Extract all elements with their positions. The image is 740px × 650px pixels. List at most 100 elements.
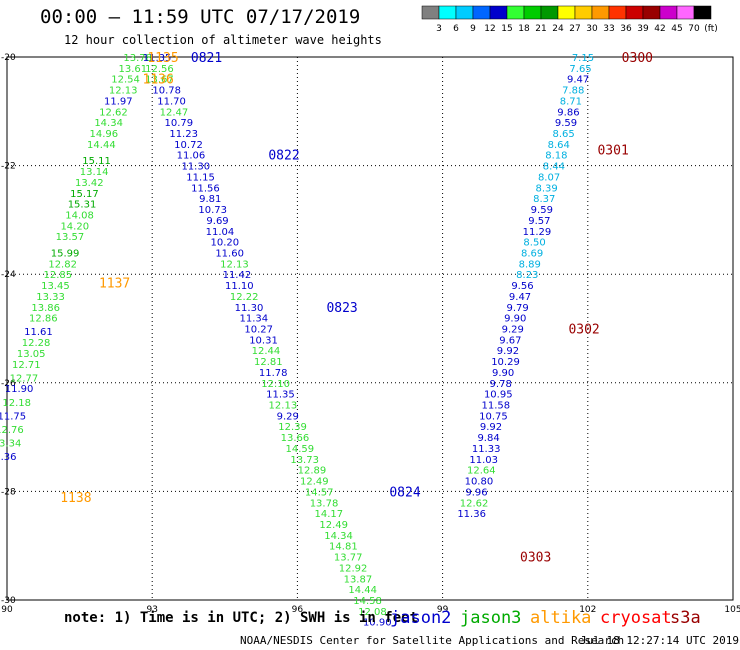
swh-value-label: 12.85 <box>43 270 72 281</box>
satellite-legend-item: s3a <box>670 608 701 628</box>
swh-value-label: 12.62 <box>99 107 128 118</box>
swh-value-label: 11.75 <box>0 411 26 422</box>
pass-time-label: 0823 <box>326 301 357 316</box>
swh-value-label: 11.60 <box>215 248 244 259</box>
pass-time-label: 0301 <box>597 143 628 158</box>
swh-value-label: 9.81 <box>199 194 221 205</box>
satellite-legend-item: cryosat <box>600 608 672 628</box>
x-tick-label: 96 <box>292 605 304 615</box>
swh-value-label: 12.81 <box>254 357 283 368</box>
swh-value-label: 9.79 <box>506 303 528 314</box>
swh-value-label: 8.89 <box>519 259 541 270</box>
y-tick-label: -26 <box>1 379 16 389</box>
color-scale-swatch <box>438 5 457 20</box>
swh-value-label: 9.86 <box>557 107 579 118</box>
color-scale-label: 27 <box>569 24 580 34</box>
color-scale-label: 33 <box>603 24 614 34</box>
color-scale-swatch <box>574 5 593 20</box>
swh-value-label: 9.57 <box>528 216 550 227</box>
swh-value-label: 8.71 <box>560 96 582 107</box>
color-scale-label: 18 <box>518 24 530 34</box>
color-scale-swatch <box>455 5 474 20</box>
pass-time-label: 1138 <box>60 491 91 506</box>
credit-text: NOAA/NESDIS Center for Satellite Applica… <box>240 634 625 647</box>
swh-value-label: 12.71 <box>12 360 41 371</box>
swh-value-label: 9.59 <box>555 118 577 129</box>
swh-value-label: 10.95 <box>484 390 513 401</box>
swh-value-label: 8.44 <box>543 162 565 173</box>
swh-value-label: 14.44 <box>87 140 116 151</box>
swh-value-label: 9.29 <box>277 411 299 422</box>
swh-value-label: 9.90 <box>504 314 526 325</box>
swh-value-label: 11.15 <box>186 172 215 183</box>
color-scale-label: 15 <box>501 24 512 34</box>
color-scale-label: 9 <box>470 24 476 34</box>
swh-value-label: 11.70 <box>157 96 186 107</box>
swh-value-label: 14.57 <box>305 487 334 498</box>
swh-value-label: 8.64 <box>548 140 570 151</box>
swh-value-label: 13.42 <box>75 178 104 189</box>
color-scale-label: 42 <box>654 24 665 34</box>
swh-value-label: 15.31 <box>68 200 97 211</box>
swh-value-label: 8.18 <box>545 151 567 162</box>
swh-value-label: 9.90 <box>492 368 514 379</box>
swh-value-label: 12.18 <box>2 398 31 409</box>
swh-value-label: 12.76 <box>0 425 24 436</box>
color-scale-swatch <box>676 5 695 20</box>
swh-value-label: 11.78 <box>259 368 288 379</box>
swh-value-label: 11.42 <box>223 270 252 281</box>
color-scale-label: 39 <box>637 24 649 34</box>
swh-value-label: 15.99 <box>51 248 80 259</box>
swh-value-label: 8.07 <box>538 172 560 183</box>
swh-value-label: 14.34 <box>324 531 353 542</box>
swh-value-label: 11.56 <box>191 183 220 194</box>
swh-value-label: 12.82 <box>48 259 77 270</box>
swh-value-label: 9.67 <box>499 335 521 346</box>
swh-value-label: 12.56 <box>145 64 174 75</box>
swh-value-label: 13.61 <box>119 64 148 75</box>
swh-value-label: 8.23 <box>516 270 538 281</box>
swh-value-label: 11.90 <box>5 384 34 395</box>
x-tick-label: 99 <box>437 605 449 615</box>
swh-value-label: 10.29 <box>491 357 520 368</box>
swh-value-label: 11.29 <box>523 227 552 238</box>
swh-value-label: 7.65 <box>569 64 591 75</box>
swh-value-label: 8.39 <box>536 183 558 194</box>
swh-value-label: 13.14 <box>80 167 109 178</box>
swh-value-label: 13.86 <box>31 303 60 314</box>
x-tick-label: 90 <box>1 605 13 615</box>
swh-value-label: 7.15 <box>572 53 594 64</box>
swh-value-label: 11.35 <box>143 53 172 64</box>
color-scale-swatch <box>591 5 610 20</box>
swh-value-label: 13.73 <box>290 455 319 466</box>
swh-value-label: 9.47 <box>509 292 531 303</box>
swh-value-label: 9.96 <box>465 487 487 498</box>
swh-value-label: 13.77 <box>334 553 363 564</box>
color-scale-swatch <box>489 5 508 20</box>
swh-value-label: 12.92 <box>339 563 368 574</box>
swh-value-label: 8.37 <box>533 194 555 205</box>
swh-value-label: 12.49 <box>319 520 348 531</box>
swh-value-label: 9.29 <box>502 325 524 336</box>
y-tick-label: -30 <box>1 596 16 606</box>
page-title: 00:00 – 11:59 UTC 07/17/2019 <box>40 6 361 28</box>
color-scale-swatch <box>693 5 712 20</box>
pass-time-label: 0822 <box>268 149 299 164</box>
swh-value-label: 12.89 <box>298 466 327 477</box>
swh-value-label: 10.80 <box>465 477 494 488</box>
swh-value-label: 8.65 <box>552 129 574 140</box>
units-note: note: 1) Time is in UTC; 2) SWH is in fe… <box>64 610 419 626</box>
swh-value-label: 11.36 <box>457 509 486 520</box>
satellite-legend-item: altika <box>530 608 592 628</box>
pass-time-label: 1136 <box>143 73 174 88</box>
color-scale-swatch <box>506 5 525 20</box>
swh-value-label: 15.17 <box>70 189 99 200</box>
swh-value-label: 10.72 <box>174 140 203 151</box>
pass-time-label: 0303 <box>520 551 551 566</box>
swh-value-label: 9.69 <box>206 216 228 227</box>
swh-value-label: 11.10 <box>225 281 254 292</box>
swh-value-label: 14.08 <box>65 210 94 221</box>
swh-value-label: 12.49 <box>300 477 329 488</box>
swh-value-label: 14.20 <box>60 221 89 232</box>
